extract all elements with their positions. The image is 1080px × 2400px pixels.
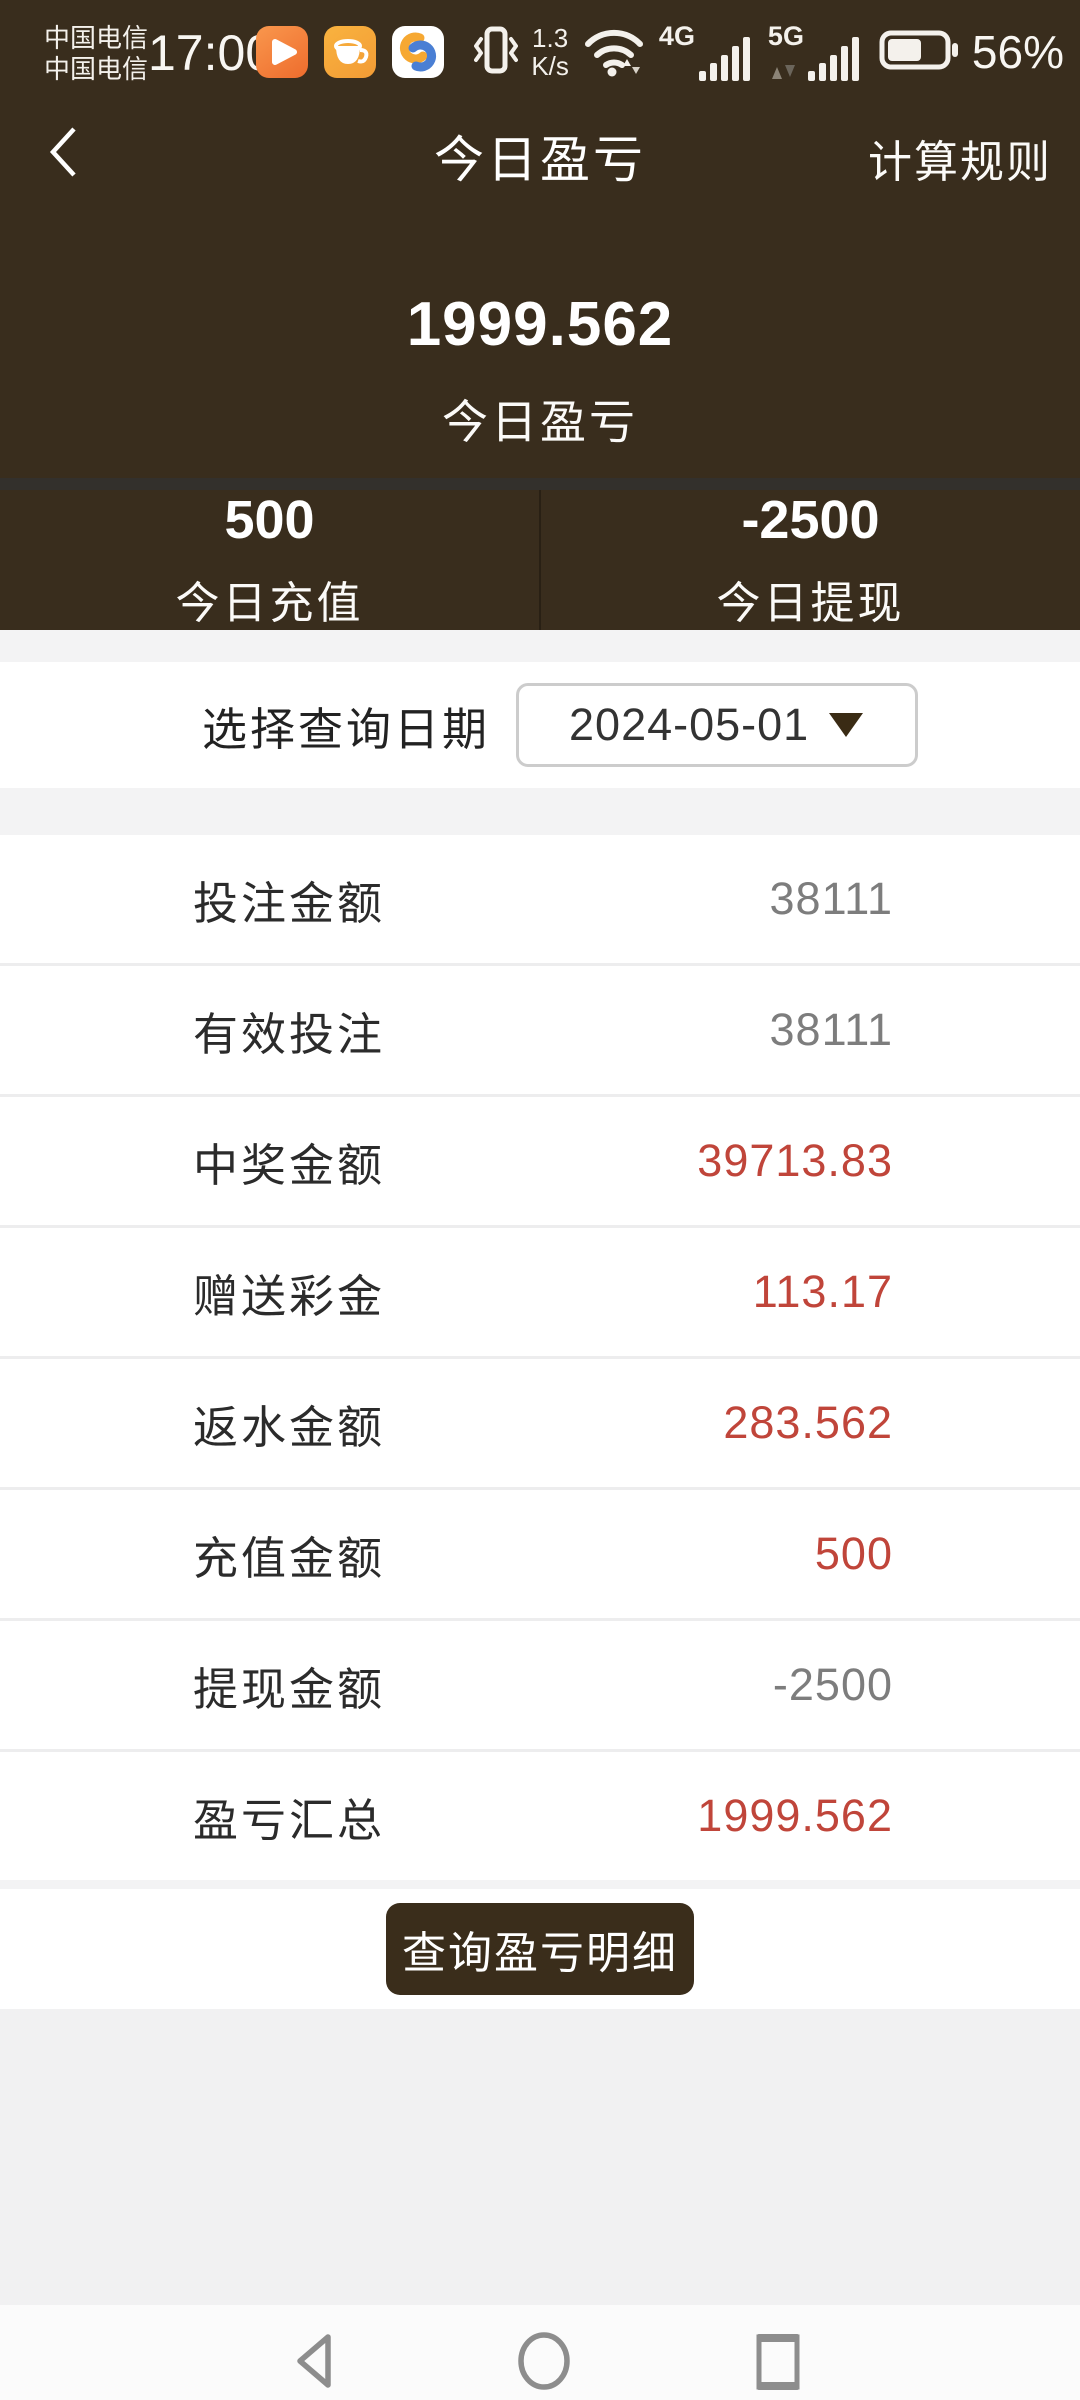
calc-rules-link[interactable]: 计算规则: [868, 138, 1052, 187]
signal-5g-bars-icon: [807, 37, 859, 81]
section-divider: [0, 478, 1080, 490]
date-picker-section: 选择查询日期 2024-05-01: [0, 662, 1080, 788]
row-label: 中奖金额: [193, 1139, 386, 1191]
carrier-line2: 中国电信: [44, 54, 149, 84]
system-nav-bar: [0, 2305, 1080, 2400]
profit-amount-label: 今日盈亏: [442, 396, 638, 448]
button-band: 查询盈亏明细: [0, 1889, 1080, 2009]
date-select[interactable]: 2024-05-01: [516, 683, 919, 767]
date-select-value: 2024-05-01: [569, 699, 810, 750]
app-bar: 今日盈亏 计算规则: [0, 90, 1080, 215]
signal-5g-label: 5G: [767, 21, 804, 51]
back-button[interactable]: [46, 124, 80, 180]
video-app-icon: [256, 26, 308, 78]
system-back-icon[interactable]: [288, 2331, 344, 2396]
row-label: 盈亏汇总: [193, 1794, 386, 1846]
battery-percent: 56%: [971, 26, 1064, 78]
row-withdraw-amount: 提现金额 -2500: [0, 1621, 1080, 1752]
spacer: [0, 788, 1080, 835]
signal-5g-arrows-icon: [771, 65, 795, 79]
row-bonus: 赠送彩金 113.17: [0, 1228, 1080, 1359]
row-bet-amount: 投注金额 38111: [0, 835, 1080, 966]
status-indicators: 1.3 K/s 4G: [474, 18, 1064, 86]
row-label: 返水金额: [193, 1401, 386, 1453]
row-value: 38111: [769, 873, 893, 924]
row-label: 提现金额: [193, 1663, 386, 1715]
row-value: 113.17: [752, 1266, 893, 1317]
empty-area: [0, 2009, 1080, 2305]
row-value: 283.562: [723, 1397, 893, 1448]
row-value: -2500: [772, 1659, 893, 1710]
row-valid-bet: 有效投注 38111: [0, 966, 1080, 1097]
chevron-down-icon: [829, 713, 864, 737]
network-speed: 1.3 K/s: [531, 24, 569, 80]
query-detail-button[interactable]: 查询盈亏明细: [386, 1903, 694, 1995]
detail-list: 投注金额 38111 有效投注 38111 中奖金额 39713.83 赠送彩金…: [0, 835, 1080, 1880]
wifi-icon: [582, 22, 646, 83]
coffee-app-icon: [324, 26, 376, 78]
pinwheel-app-icon: [392, 26, 444, 78]
system-recents-icon[interactable]: [750, 2331, 806, 2398]
status-clock: 17:00: [148, 25, 274, 81]
row-profit-total: 盈亏汇总 1999.562: [0, 1752, 1080, 1880]
system-home-icon[interactable]: [514, 2331, 574, 2396]
today-withdraw-label: 今日提现: [716, 579, 905, 628]
spacer: [0, 1880, 1080, 1889]
carrier-line1: 中国电信: [44, 23, 149, 53]
notification-icons: [256, 26, 444, 78]
profit-summary: 1999.562 今日盈亏: [0, 215, 1080, 478]
spacer: [0, 630, 1080, 662]
network-speed-value: 1.3: [532, 23, 569, 53]
signal-4g-bars-icon: [698, 37, 750, 81]
row-value: 500: [814, 1528, 893, 1579]
network-speed-unit: K/s: [531, 51, 569, 81]
today-deposit-label: 今日充值: [175, 579, 364, 628]
row-value: 1999.562: [697, 1790, 893, 1841]
profit-amount: 1999.562: [406, 290, 674, 359]
header-section: 中国电信 中国电信 17:00: [0, 0, 1080, 630]
status-bar: 中国电信 中国电信 17:00: [0, 0, 1080, 90]
signal-4g-label: 4G: [658, 21, 695, 51]
row-rebate: 返水金额 283.562: [0, 1359, 1080, 1490]
vibrate-icon: [474, 22, 519, 83]
today-withdraw-value: -2500: [741, 490, 880, 550]
date-picker-label: 选择查询日期: [202, 703, 491, 755]
row-label: 有效投注: [193, 1008, 386, 1060]
signal-5g: 5G: [768, 19, 864, 85]
page-title: 今日盈亏: [434, 132, 646, 188]
today-deposit-stat: 500 今日充值: [0, 490, 539, 630]
today-deposit-value: 500: [224, 490, 315, 550]
carrier-name: 中国电信 中国电信: [44, 23, 148, 85]
row-label: 充值金额: [193, 1532, 386, 1584]
signal-4g: 4G: [659, 19, 755, 85]
row-deposit-amount: 充值金额 500: [0, 1490, 1080, 1621]
row-label: 赠送彩金: [193, 1270, 386, 1322]
row-value: 38111: [769, 1004, 893, 1055]
row-winning-amount: 中奖金额 39713.83: [0, 1097, 1080, 1228]
row-label: 投注金额: [193, 877, 386, 929]
row-value: 39713.83: [697, 1135, 893, 1186]
today-stats: 500 今日充值 -2500 今日提现: [0, 490, 1080, 630]
battery-icon: [879, 28, 959, 77]
today-withdraw-stat: -2500 今日提现: [539, 490, 1080, 630]
